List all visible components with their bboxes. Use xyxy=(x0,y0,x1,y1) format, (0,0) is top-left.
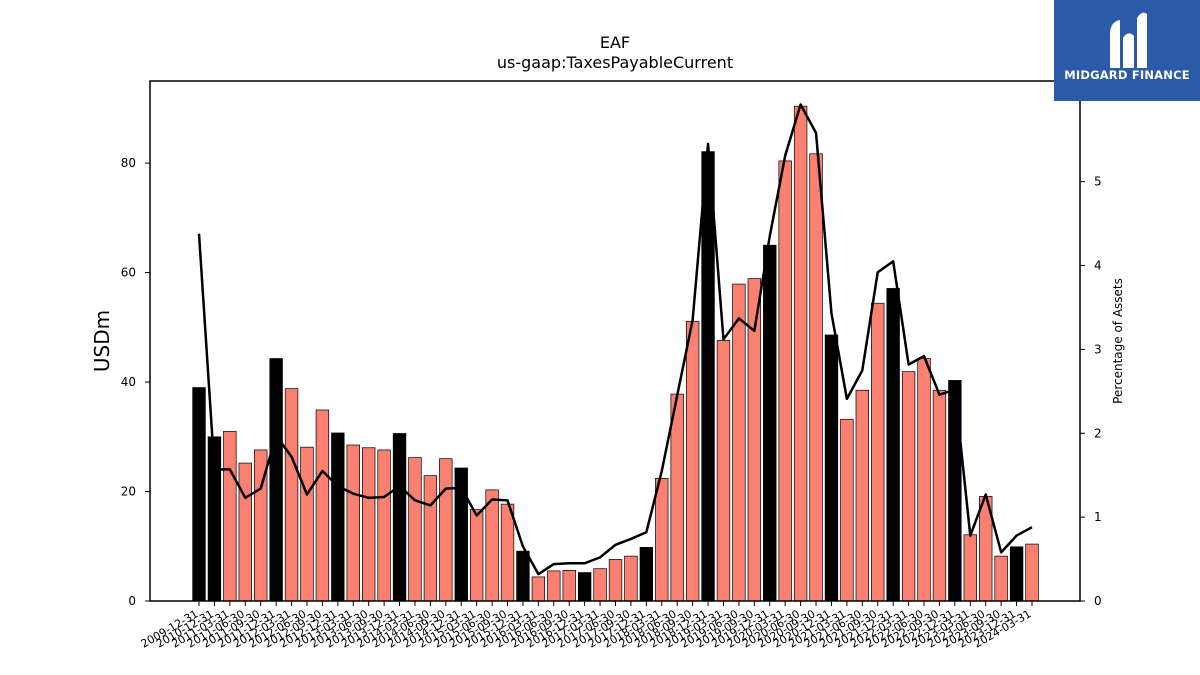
x-axis-ticks: 2009-12-312010-12-312011-03-312011-06-30… xyxy=(139,601,1034,651)
bar-2019-06-30 xyxy=(732,283,746,602)
bar-2021-06-30 xyxy=(855,389,869,602)
bar-2018-09-30 xyxy=(685,320,700,602)
bar-2022-03-31 xyxy=(901,371,916,602)
left-axis-ticks: 0 20 40 60 80 xyxy=(121,156,150,608)
bar-2022-12-31 xyxy=(948,380,962,602)
bar-2013-12-31 xyxy=(392,433,407,602)
bar-2017-09-30 xyxy=(624,555,638,602)
bar-group xyxy=(192,105,1039,602)
bar-2011-06-30 xyxy=(238,462,252,602)
bar-2018-06-30 xyxy=(670,393,684,602)
bar-2024-03-31 xyxy=(1025,543,1039,602)
bar-2015-03-31 xyxy=(469,509,484,602)
y2-tick-label: 1 xyxy=(1094,510,1102,524)
bar-2015-06-30 xyxy=(485,489,499,602)
line-group xyxy=(197,103,1033,576)
y2-tick-label: 0 xyxy=(1094,594,1102,608)
y-tick-label: 80 xyxy=(121,156,136,170)
bar-2012-03-31 xyxy=(284,388,299,602)
bar-2023-12-31 xyxy=(1009,546,1024,602)
bar-2019-03-31 xyxy=(716,340,731,602)
bar-2016-09-30 xyxy=(562,569,576,602)
bar-2021-03-31 xyxy=(840,418,854,602)
bar-2017-06-30 xyxy=(608,559,623,602)
y2-tick-label: 2 xyxy=(1094,426,1102,440)
right-axis-ticks: 0 1 2 3 4 5 xyxy=(1080,175,1102,608)
bar-2021-09-30 xyxy=(871,302,885,602)
bar-2016-03-31 xyxy=(531,576,546,602)
bar-2023-03-31 xyxy=(963,534,977,602)
bar-2022-09-30 xyxy=(932,389,947,602)
bar-2017-12-31 xyxy=(639,547,654,602)
bar-2016-06-30 xyxy=(547,570,561,602)
bar-2017-03-31 xyxy=(593,568,607,602)
bar-2020-06-30 xyxy=(793,105,808,602)
bar-2012-12-31 xyxy=(331,432,345,602)
y2-tick-label: 5 xyxy=(1094,175,1102,189)
midgard-finance-logo-mark xyxy=(1110,12,1147,69)
bar-2023-09-30 xyxy=(994,555,1008,602)
bar-2015-12-31 xyxy=(516,550,530,602)
y-tick-label: 60 xyxy=(121,266,136,280)
bar-2013-03-31 xyxy=(346,444,360,602)
bar-2022-06-30 xyxy=(917,358,931,602)
y-tick-label: 40 xyxy=(121,375,136,389)
bar-2018-03-31 xyxy=(655,478,669,602)
y-tick-label: 20 xyxy=(121,485,136,499)
bar-2015-09-30 xyxy=(500,503,515,602)
bar-2013-06-30 xyxy=(362,447,376,602)
chart-subtitle: us-gaap:TaxesPayableCurrent xyxy=(497,53,733,72)
bar-2014-09-30 xyxy=(439,458,453,602)
brand-name: MIDGARD FINANCE xyxy=(1064,68,1190,82)
y2-tick-label: 3 xyxy=(1094,342,1102,356)
bar-2013-09-30 xyxy=(377,449,391,602)
bar-2020-09-30 xyxy=(809,153,823,602)
bar-2009-12-31 xyxy=(192,387,206,602)
y-axis-label: USDm xyxy=(90,310,114,372)
y2-axis-label: Percentage of Assets xyxy=(1111,278,1125,404)
bar-2012-06-30 xyxy=(300,446,314,602)
bar-2012-09-30 xyxy=(315,409,330,602)
bar-2021-12-31 xyxy=(886,288,900,602)
y2-tick-label: 4 xyxy=(1094,259,1102,273)
bar-2011-12-31 xyxy=(269,358,283,602)
bar-2016-12-31 xyxy=(577,572,592,602)
y-tick-label: 0 xyxy=(128,594,136,608)
bar-2020-03-31 xyxy=(778,160,792,602)
chart-title: EAF xyxy=(600,33,630,52)
bar-2014-06-30 xyxy=(423,475,438,602)
bar-2018-12-31 xyxy=(701,151,715,602)
bar-2020-12-31 xyxy=(824,334,839,602)
brand-logo: MIDGARD FINANCE xyxy=(1054,0,1200,101)
bar-2019-12-31 xyxy=(763,244,777,602)
percentage-of-assets-line xyxy=(197,103,1033,576)
bar-2014-03-31 xyxy=(408,457,422,602)
bar-2011-03-31 xyxy=(223,430,237,602)
